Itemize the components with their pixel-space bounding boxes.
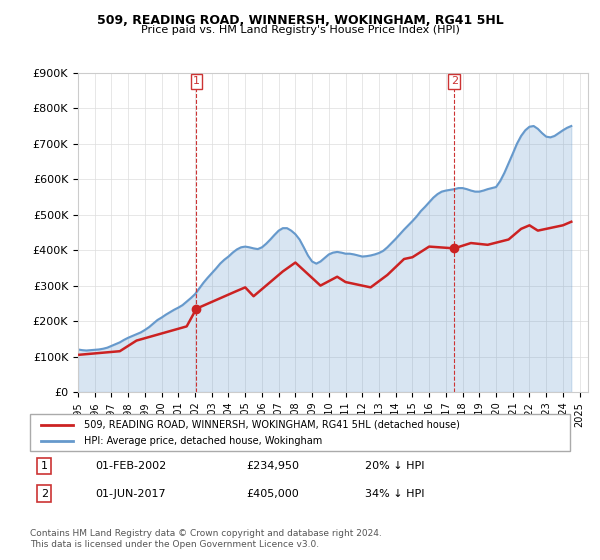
Text: 01-FEB-2002: 01-FEB-2002	[95, 461, 166, 471]
Text: 509, READING ROAD, WINNERSH, WOKINGHAM, RG41 5HL (detached house): 509, READING ROAD, WINNERSH, WOKINGHAM, …	[84, 419, 460, 430]
Text: 2: 2	[451, 76, 458, 86]
Text: HPI: Average price, detached house, Wokingham: HPI: Average price, detached house, Woki…	[84, 436, 322, 446]
Text: 20% ↓ HPI: 20% ↓ HPI	[365, 461, 424, 471]
Text: 1: 1	[41, 461, 48, 471]
Text: 34% ↓ HPI: 34% ↓ HPI	[365, 489, 424, 498]
Text: 509, READING ROAD, WINNERSH, WOKINGHAM, RG41 5HL: 509, READING ROAD, WINNERSH, WOKINGHAM, …	[97, 14, 503, 27]
Text: £234,950: £234,950	[246, 461, 299, 471]
Text: 1: 1	[193, 76, 200, 86]
FancyBboxPatch shape	[30, 414, 570, 451]
Text: 01-JUN-2017: 01-JUN-2017	[95, 489, 166, 498]
Text: Price paid vs. HM Land Registry's House Price Index (HPI): Price paid vs. HM Land Registry's House …	[140, 25, 460, 35]
Text: Contains HM Land Registry data © Crown copyright and database right 2024.
This d: Contains HM Land Registry data © Crown c…	[30, 529, 382, 549]
Text: 2: 2	[41, 489, 48, 498]
Text: £405,000: £405,000	[246, 489, 299, 498]
